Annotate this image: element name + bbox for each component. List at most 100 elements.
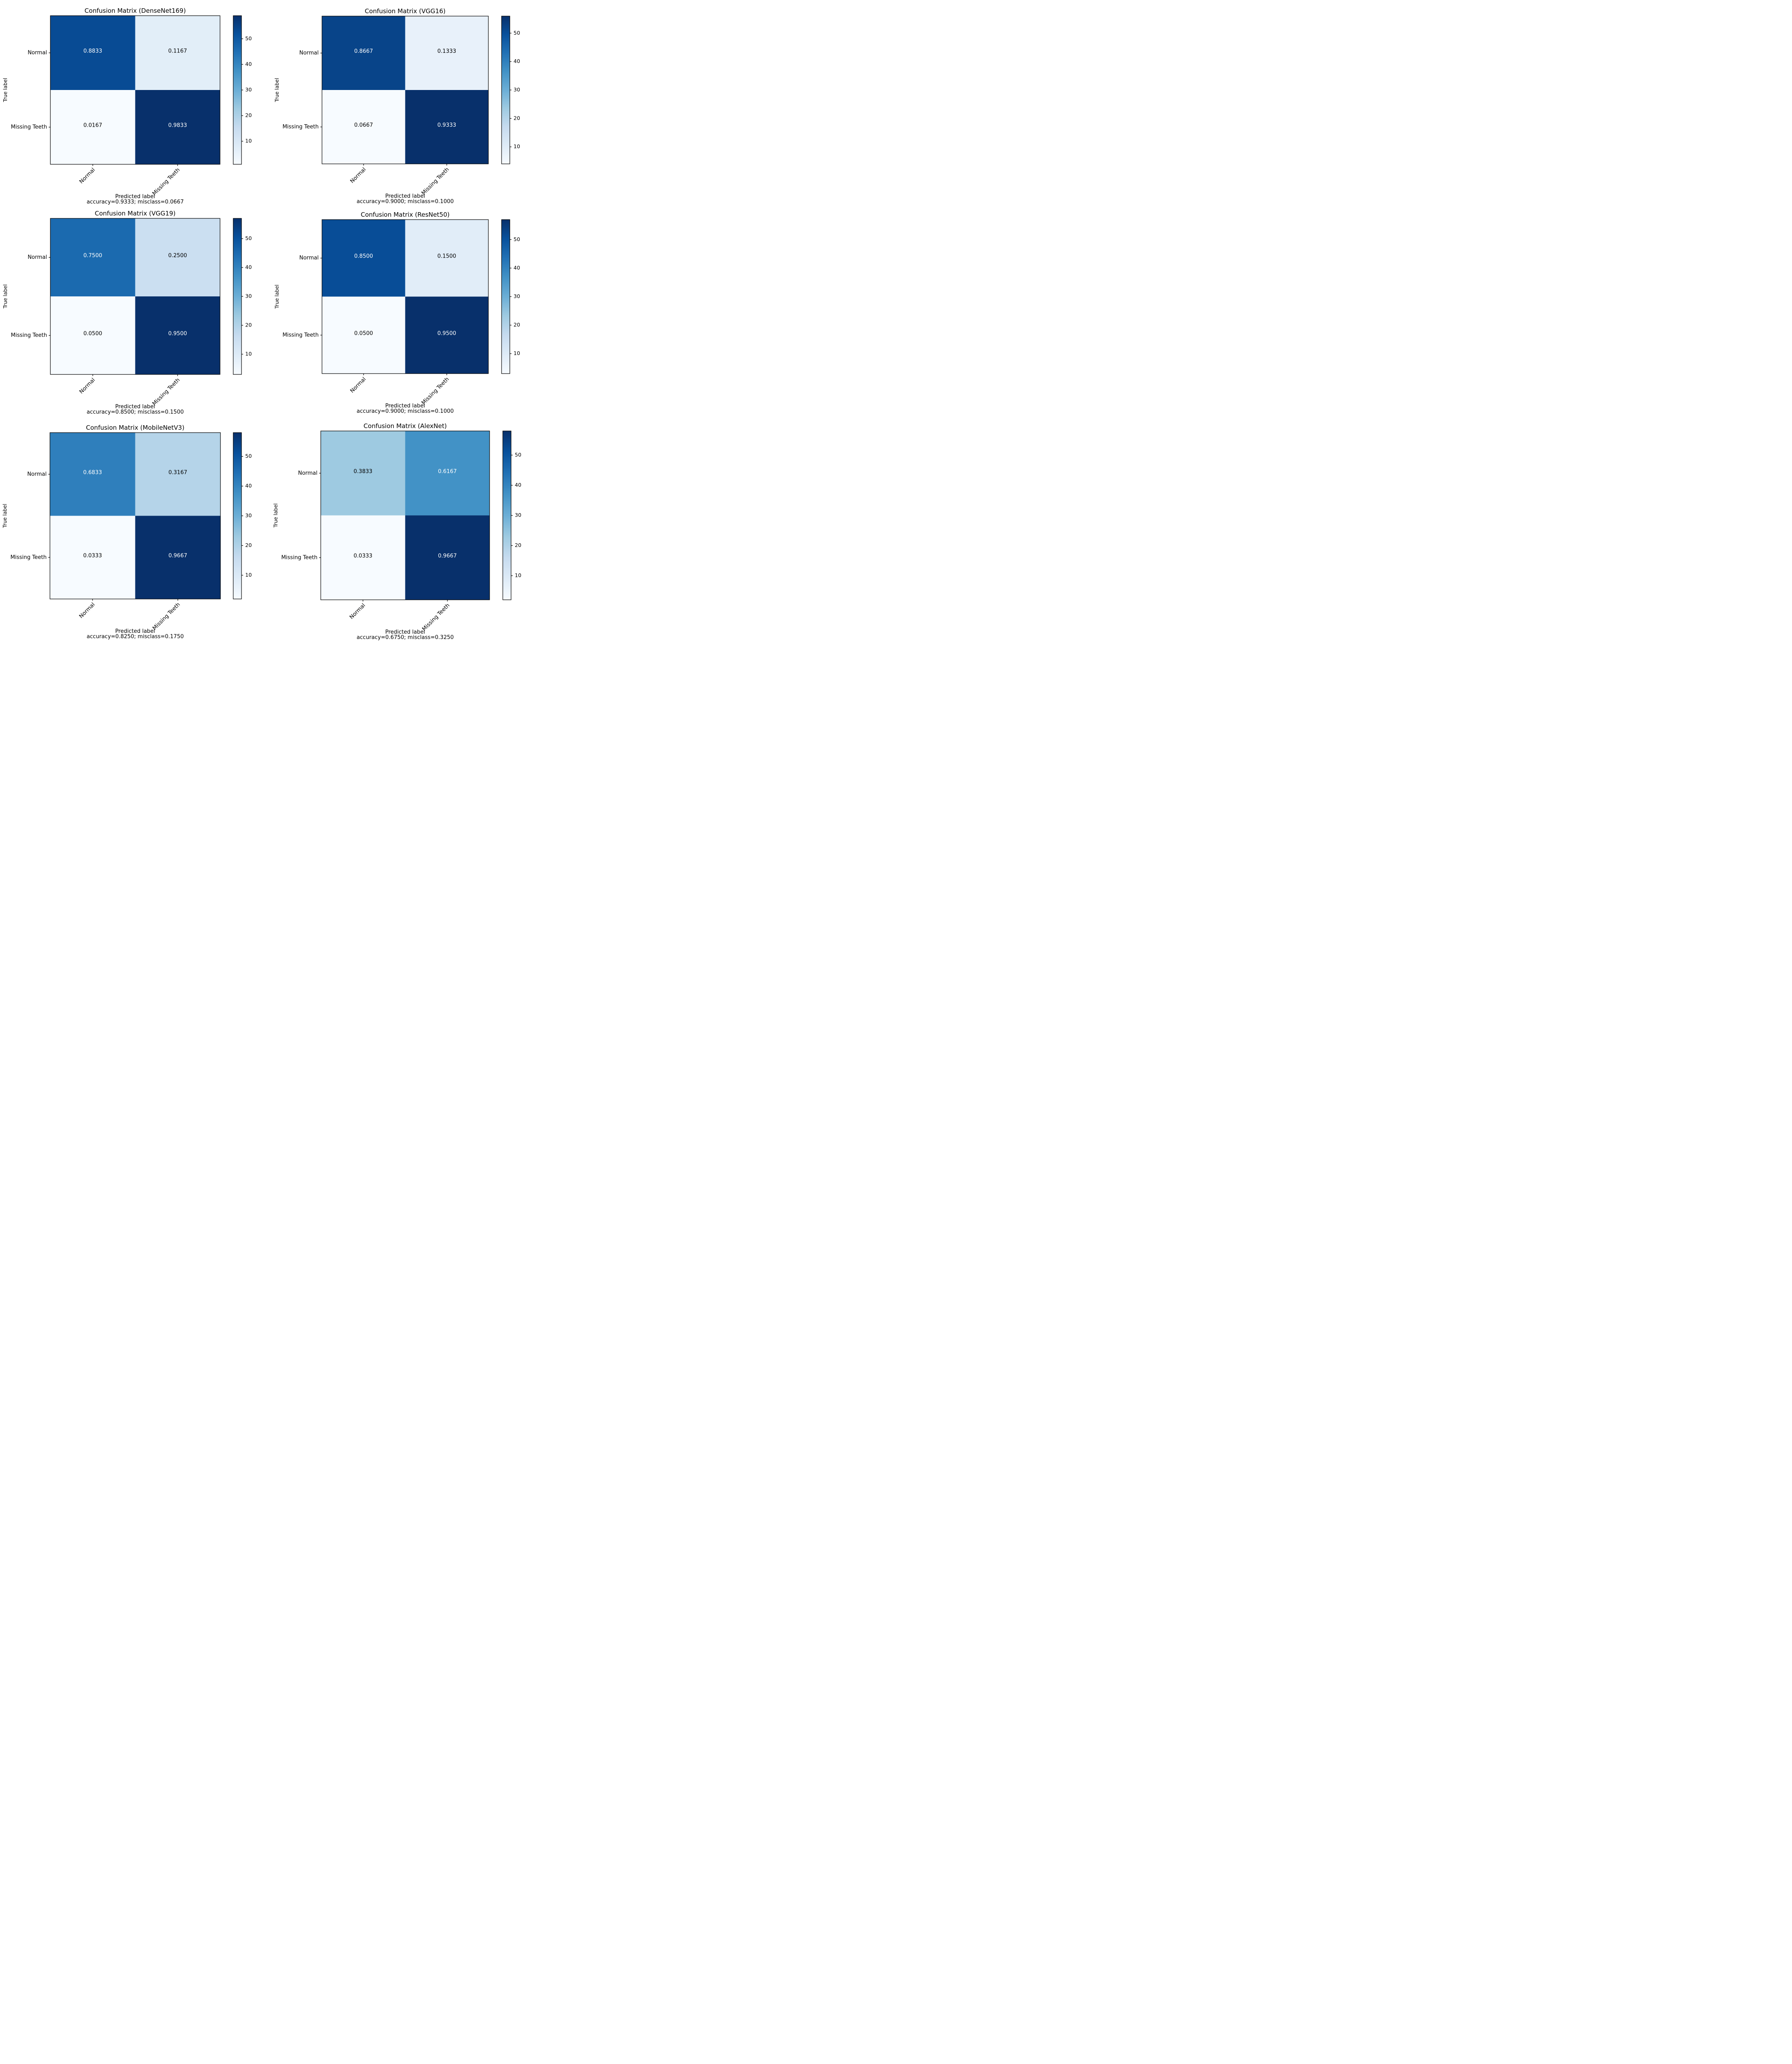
y-tick-label: Missing Teeth (11, 124, 47, 130)
cell-value-label: 0.6167 (438, 469, 457, 475)
accuracy-footer: accuracy=0.9000; misclass=0.1000 (357, 408, 454, 414)
chart-title: Confusion Matrix (VGG19) (95, 210, 176, 217)
x-tick-label: Missing Teeth (151, 377, 181, 407)
accuracy-footer: accuracy=0.8500; misclass=0.1500 (87, 409, 184, 415)
matrix-cell (405, 220, 489, 297)
colorbar (233, 15, 242, 165)
colorbar-tick-label: 30 (515, 512, 521, 518)
cell-value-label: 0.0333 (354, 553, 373, 559)
x-axis-label: Predicted label (115, 194, 155, 200)
colorbar (233, 432, 242, 599)
colorbar-tick-label: 20 (245, 112, 252, 118)
y-axis-label: True label (2, 78, 8, 102)
y-tick-label: Missing Teeth (281, 554, 317, 561)
colorbar-tick-label: 10 (245, 138, 252, 144)
colorbar-tick-label: 40 (514, 58, 520, 64)
colorbar-tick-label: 30 (514, 293, 520, 299)
confusion-matrix-panel-3: Confusion Matrix (VGG19) 0.7500 0.2500 0.05… (2, 210, 252, 415)
colorbar (501, 16, 510, 164)
heatmap-frame (322, 219, 489, 374)
y-tick-label: Normal (299, 50, 319, 56)
chart-title: Confusion Matrix (ResNet50) (361, 211, 450, 218)
cell-value-label: 0.3167 (168, 469, 187, 476)
x-tick-label: Missing Teeth (421, 602, 451, 632)
colorbar-tick-label: 10 (245, 351, 252, 357)
cell-value-label: 0.9833 (168, 123, 187, 129)
y-tick-label: Normal (299, 255, 319, 261)
cell-value-label: 0.1167 (168, 48, 187, 54)
cell-value-label: 0.7500 (83, 253, 102, 259)
colorbar-tick-label: 30 (245, 293, 252, 299)
heatmap-frame (50, 15, 220, 165)
colorbar-tick-label: 50 (245, 453, 252, 459)
x-tick-label: Missing Teeth (152, 601, 182, 632)
cell-value-label: 0.9500 (168, 331, 187, 337)
y-tick-label: Missing Teeth (282, 124, 319, 130)
matrix-cell (135, 433, 221, 516)
colorbar-tick-label: 10 (515, 572, 521, 578)
colorbar-tick-label: 20 (245, 322, 252, 328)
matrix-cell (50, 90, 135, 165)
matrix-cell (405, 90, 489, 164)
heatmap-frame (320, 431, 490, 600)
matrix-cell (135, 296, 220, 375)
chart-title: Confusion Matrix (AlexNet) (364, 422, 447, 430)
cell-value-label: 0.0500 (83, 331, 102, 337)
x-axis-label: Predicted label (385, 629, 425, 635)
heatmap-frame (322, 16, 489, 164)
y-tick-label: Normal (28, 50, 47, 56)
y-tick-label: Normal (28, 254, 47, 260)
y-axis-label: True label (2, 284, 8, 309)
colorbar-tick-label: 20 (245, 542, 252, 548)
cell-value-label: 0.3833 (354, 469, 373, 475)
colorbar-tick-label: 40 (245, 483, 252, 489)
heatmap-frame (50, 218, 220, 375)
colorbar (233, 218, 242, 375)
confusion-matrix-panel-4: Confusion Matrix (ResNet50) 0.8500 0.1500 0… (274, 211, 520, 414)
cell-value-label: 0.6833 (83, 469, 102, 476)
y-axis-label: True label (274, 284, 280, 309)
chart-title: Confusion Matrix (MobileNetV3) (86, 424, 184, 431)
colorbar-tick-label: 10 (514, 350, 520, 356)
x-axis-label: Predicted label (385, 193, 425, 199)
colorbar-tick-label: 30 (245, 87, 252, 93)
x-tick-label: Missing Teeth (151, 167, 181, 197)
colorbar-tick-label: 50 (245, 35, 252, 41)
matrix-cell (50, 433, 135, 516)
colorbar-tick-label: 20 (514, 115, 520, 121)
colorbar-tick-label: 50 (245, 235, 252, 241)
colorbar-tick-label: 50 (514, 30, 520, 36)
cell-value-label: 0.1500 (438, 253, 457, 260)
cell-value-label: 0.1333 (438, 48, 457, 54)
confusion-matrix-panel-6: Confusion Matrix (AlexNet) 0.3833 0.6167 0.… (273, 422, 521, 641)
matrix-cell (135, 90, 220, 165)
cell-value-label: 0.2500 (168, 253, 187, 259)
x-tick-label: Normal (78, 167, 97, 185)
y-tick-label: Missing Teeth (10, 554, 47, 561)
x-axis-label: Predicted label (385, 403, 425, 409)
colorbar-tick-label: 10 (245, 572, 252, 578)
x-tick-label: Normal (78, 601, 96, 620)
colorbar-tick-label: 30 (514, 87, 520, 93)
y-tick-label: Missing Teeth (282, 332, 319, 338)
matrix-cell (50, 516, 135, 599)
x-tick-label: Normal (78, 377, 97, 395)
colorbar (501, 219, 510, 374)
matrix-cell (135, 218, 220, 297)
colorbar-tick-label: 40 (515, 482, 521, 488)
cell-value-label: 0.8500 (354, 253, 373, 260)
confusion-matrix-figure: Confusion Matrix (DenseNet169) 0.8833 0.11… (2, 7, 521, 641)
cell-value-label: 0.0167 (83, 123, 102, 129)
matrix-cell (405, 296, 489, 374)
y-axis-label: True label (273, 503, 279, 528)
y-tick-label: Normal (27, 471, 47, 477)
matrix-cell (135, 16, 220, 90)
matrix-cell (322, 90, 405, 164)
matrix-cell (405, 431, 490, 516)
cell-value-label: 0.9667 (168, 553, 187, 559)
chart-title: Confusion Matrix (VGG16) (365, 7, 446, 15)
cell-value-label: 0.8833 (83, 48, 102, 54)
cell-value-label: 0.0667 (354, 122, 373, 128)
x-tick-label: Normal (349, 166, 367, 185)
matrix-cell (322, 16, 405, 90)
